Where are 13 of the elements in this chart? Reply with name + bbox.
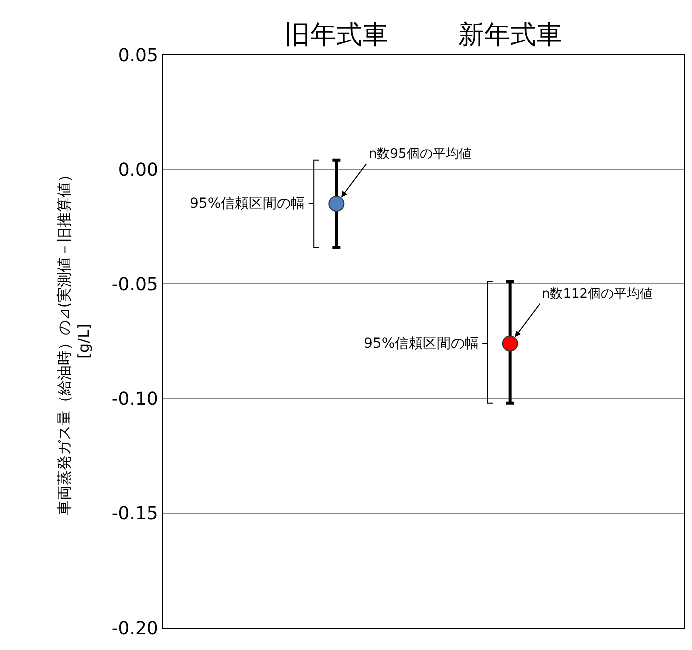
x-tick-label: 新年式車 xyxy=(458,20,562,51)
annotation: n数95個の平均値 xyxy=(369,147,472,162)
annotation: 95%信頼区間の幅 xyxy=(364,336,480,352)
y-axis-title: 車両蒸発ガス量（給油時）の⊿(実測値－旧推算値） [g/L] xyxy=(56,167,94,516)
y-tick-label: -0.15 xyxy=(112,504,158,525)
annotation: 95%信頼区間の幅 xyxy=(190,196,306,212)
y-tick-label: 0.00 xyxy=(118,160,158,181)
y-tick-label: -0.20 xyxy=(112,618,158,640)
y-tick-label: -0.10 xyxy=(112,389,158,410)
annotation: n数112個の平均値 xyxy=(542,287,654,302)
x-tick-label: 旧年式車 xyxy=(284,20,389,51)
y-tick-label: -0.05 xyxy=(112,274,158,296)
y-tick-label: 0.05 xyxy=(118,45,158,66)
